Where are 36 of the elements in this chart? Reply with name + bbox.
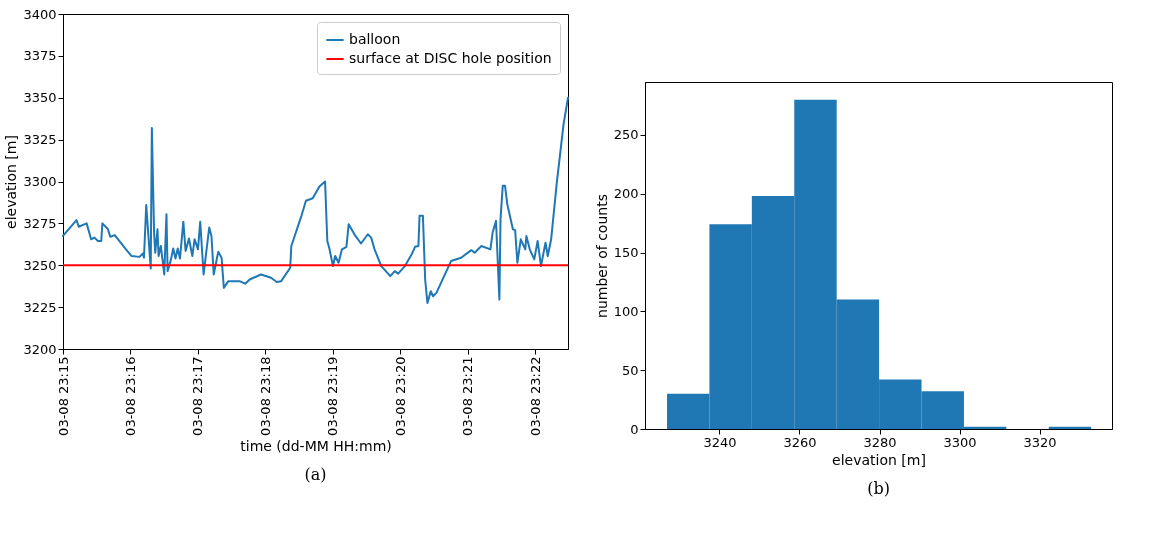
y-tick-label: 3350 xyxy=(23,90,57,106)
x-tick-label: 3280 xyxy=(863,434,897,450)
x-tick-label: 03-08 23:18 xyxy=(257,356,273,436)
y-tick-label: 3200 xyxy=(23,341,57,357)
x-tick-label: 3260 xyxy=(783,434,817,450)
y-tick-label: 3275 xyxy=(23,215,57,231)
text: (b) xyxy=(867,479,890,498)
y-axis-title: number of counts xyxy=(593,194,610,318)
x-tick-label: 3320 xyxy=(1023,434,1057,450)
y-tick-label: 0 xyxy=(630,421,639,437)
x-tick-label: 03-08 23:20 xyxy=(392,356,408,436)
y-axis-title: elevation [m] xyxy=(3,135,20,229)
y-tick-label: 3325 xyxy=(23,132,57,148)
y-tick-label: 150 xyxy=(613,245,639,261)
y-tick-label: 3400 xyxy=(23,6,57,22)
legend-label: balloon xyxy=(349,31,401,47)
x-tick-label: 03-08 23:17 xyxy=(190,356,206,436)
x-axis-title: time (dd-MM HH:mm) xyxy=(240,437,392,454)
y-tick-label: 50 xyxy=(621,362,639,378)
x-tick-label: 03-08 23:21 xyxy=(460,356,476,436)
y-tick-label: 3375 xyxy=(23,48,57,64)
x-tick-label: 03-08 23:19 xyxy=(325,356,341,436)
x-tick-label: 03-08 23:16 xyxy=(122,356,138,436)
y-tick-label: 3300 xyxy=(23,174,57,189)
x-axis-title: elevation [m] xyxy=(832,451,926,468)
x-tick-label: 03-08 23:15 xyxy=(55,356,71,436)
y-tick-label: 3225 xyxy=(23,299,57,315)
legend-label: surface at DISC hole position xyxy=(349,50,552,66)
x-tick-label: 3240 xyxy=(703,434,737,450)
y-tick-label: 250 xyxy=(613,127,639,143)
y-tick-label: 200 xyxy=(613,186,639,202)
x-tick-label: 3300 xyxy=(943,434,977,450)
x-tick-label: 03-08 23:22 xyxy=(527,356,543,436)
y-tick-label: 100 xyxy=(613,303,639,319)
text: (a) xyxy=(304,465,327,485)
y-tick-label: 3250 xyxy=(23,257,57,273)
